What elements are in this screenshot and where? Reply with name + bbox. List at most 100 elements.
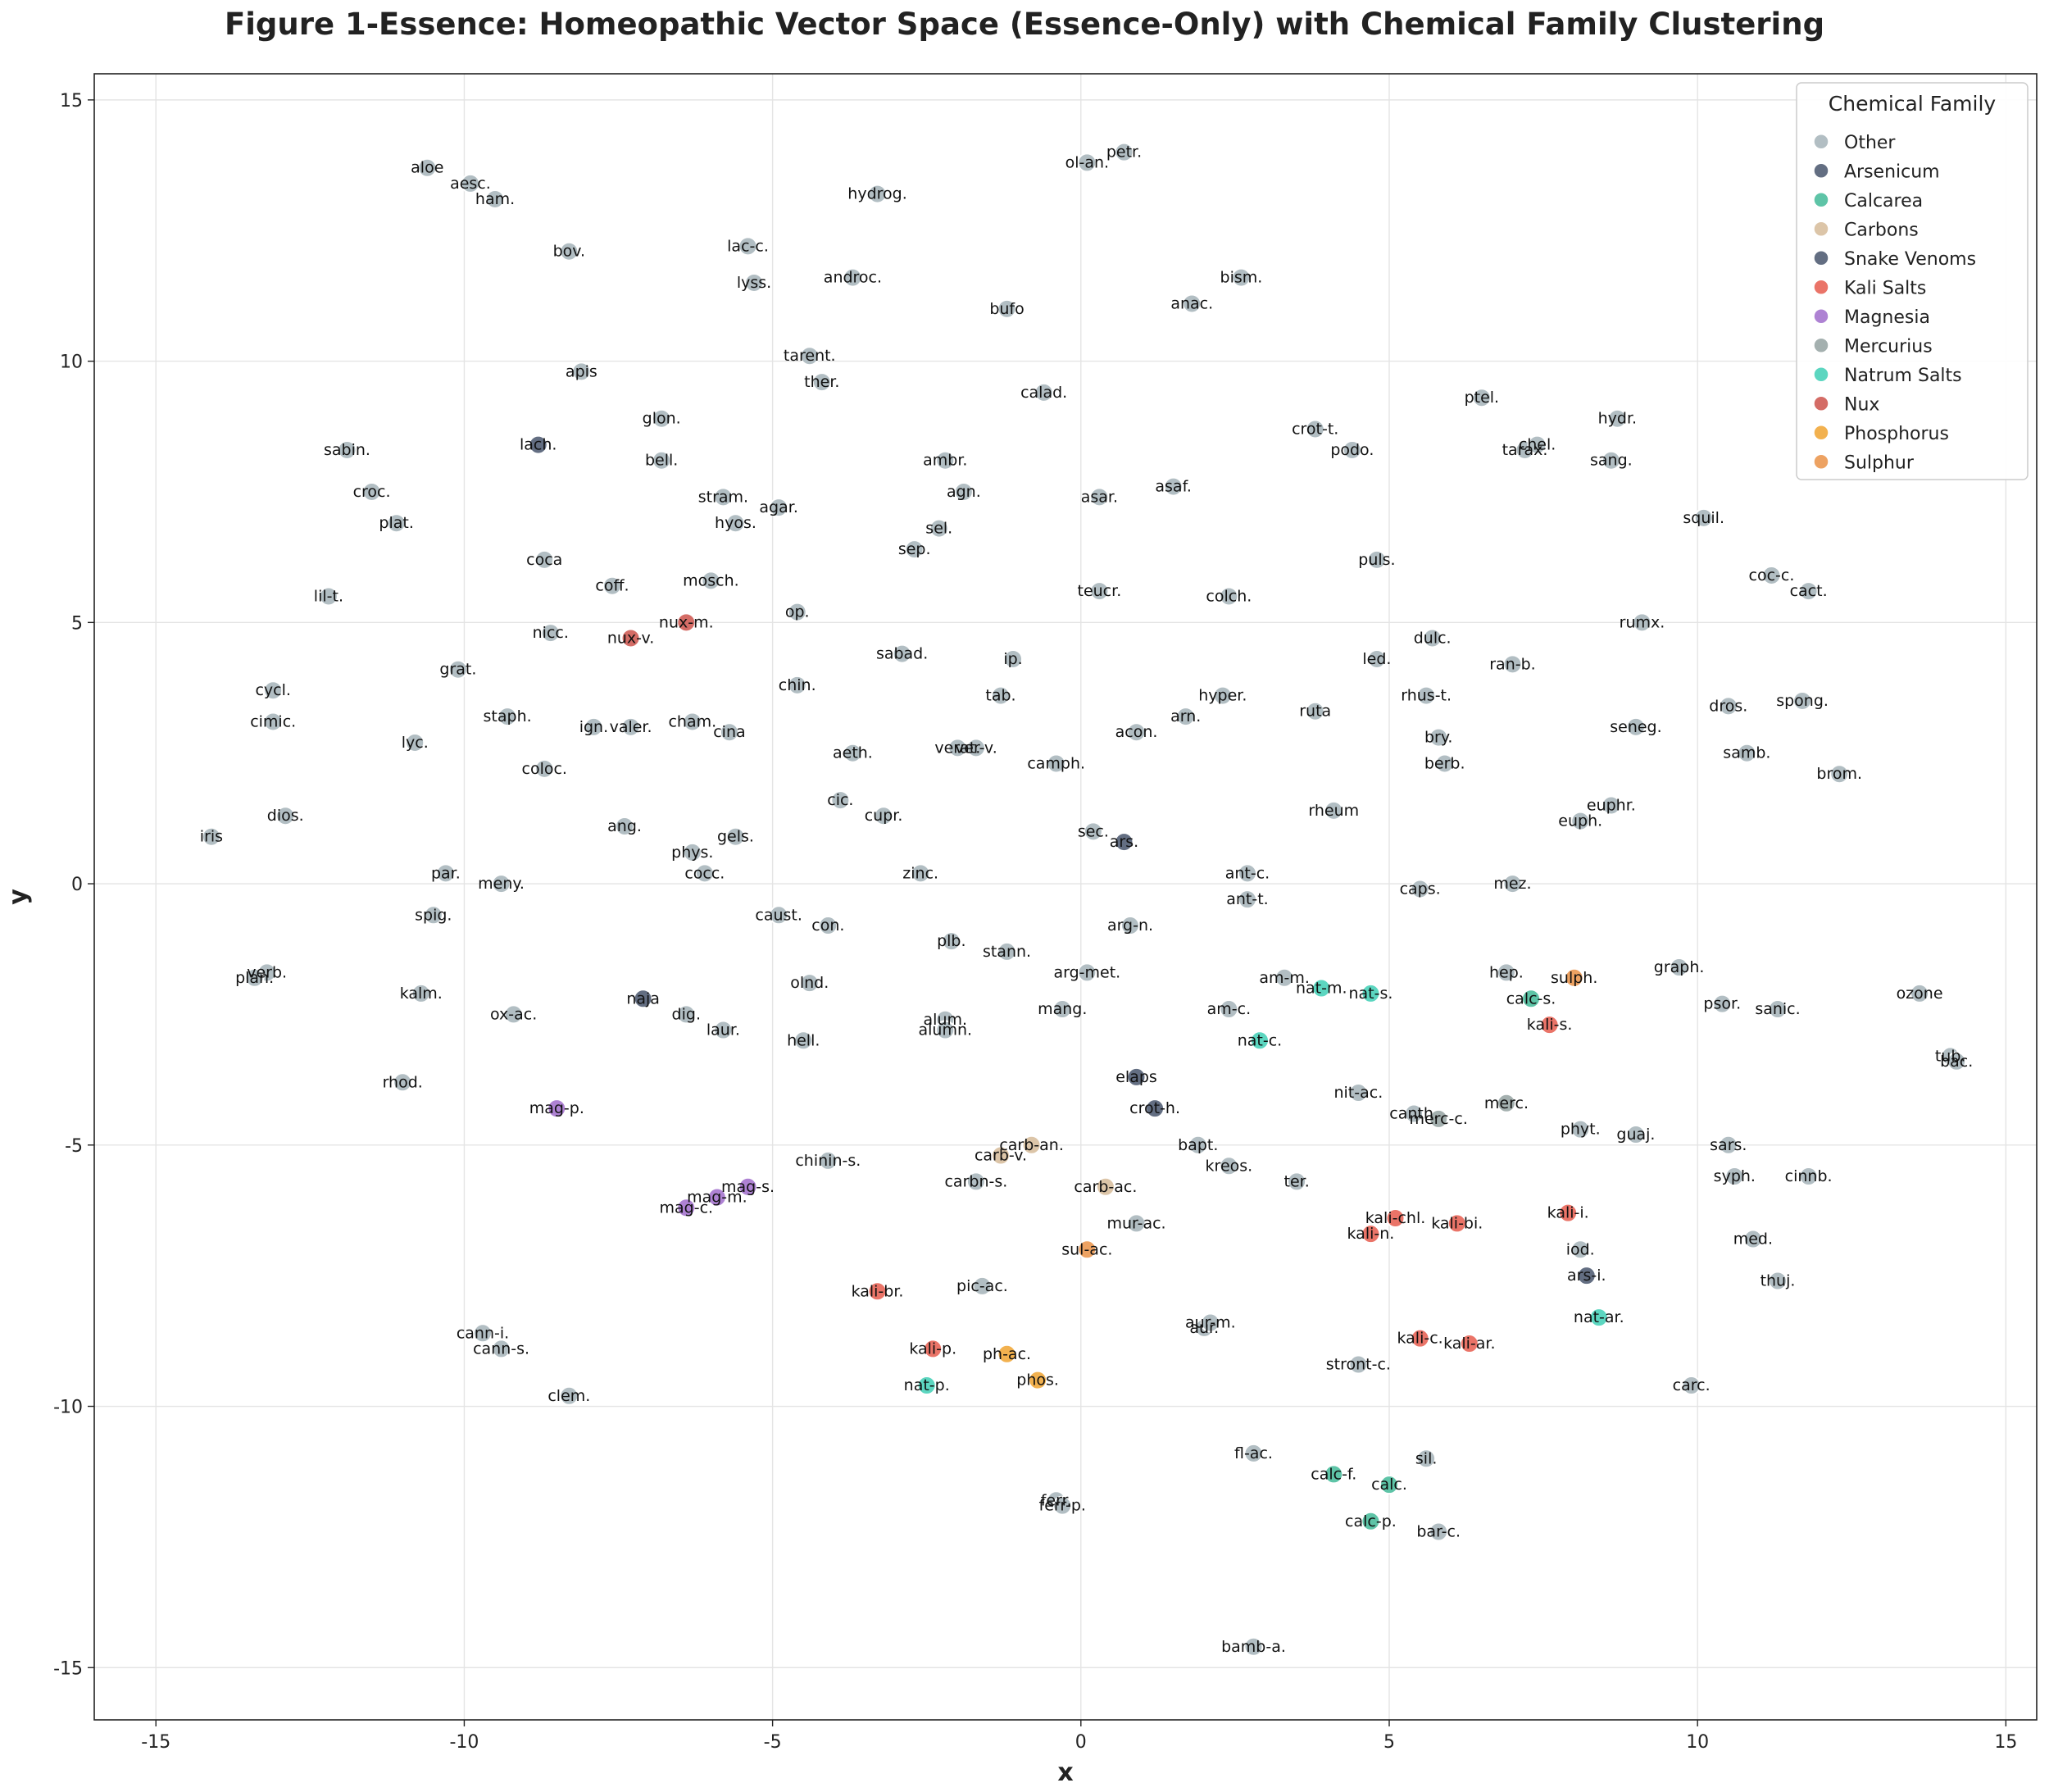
y-tick-label: 15	[60, 91, 83, 111]
point-label: camph.	[1027, 754, 1085, 772]
data-point	[1471, 388, 1492, 408]
data-point	[423, 905, 443, 926]
data-point	[405, 732, 425, 753]
point-label: alum.	[924, 1011, 968, 1029]
data-point	[911, 863, 931, 884]
plot-frame	[93, 73, 2038, 1721]
data-point	[1539, 1015, 1560, 1035]
data-point	[1632, 612, 1652, 633]
data-point	[1570, 1239, 1591, 1260]
data-point	[935, 1020, 956, 1040]
data-point	[744, 272, 765, 293]
point-label: asaf.	[1155, 478, 1192, 496]
data-point	[1724, 1167, 1745, 1187]
data-point	[1287, 1171, 1307, 1192]
legend-entry-label: Other	[1844, 133, 1896, 153]
data-point	[1768, 1271, 1788, 1291]
data-point	[652, 408, 672, 429]
point-label: carc.	[1673, 1376, 1711, 1394]
data-point	[386, 513, 407, 534]
grid	[94, 74, 2037, 1720]
point-label: valer.	[610, 718, 652, 736]
point-label: tab.	[985, 687, 1015, 705]
legend-marker	[1813, 221, 1829, 237]
point-label: lach.	[520, 436, 557, 454]
data-point	[682, 712, 702, 732]
data-point	[713, 487, 734, 507]
point-label: cimic.	[250, 712, 296, 730]
legend-marker	[1813, 453, 1829, 470]
point-label: brom.	[1816, 765, 1862, 783]
legend-entry-label: Kali Salts	[1844, 278, 1926, 298]
data-point	[620, 716, 641, 737]
point-label: coff.	[595, 577, 629, 595]
data-point	[1089, 581, 1110, 602]
point-label: ter.	[1284, 1172, 1310, 1190]
point-label: cinnb.	[1785, 1167, 1833, 1185]
data-point	[997, 941, 1017, 962]
data-point	[953, 481, 974, 502]
data-point	[275, 806, 296, 826]
data-point	[818, 916, 838, 936]
x-tick-label: -5	[764, 1732, 782, 1753]
point-label: ferr.	[1041, 1491, 1072, 1509]
point-label: kali-p.	[909, 1339, 956, 1358]
point-label: staph.	[484, 707, 532, 725]
point-label: grat.	[439, 661, 476, 679]
legend-marker	[1813, 308, 1829, 325]
data-point	[929, 518, 949, 539]
data-point	[1829, 764, 1850, 785]
data-point	[1681, 1376, 1701, 1396]
data-point	[1028, 1370, 1048, 1390]
data-point	[1361, 1511, 1381, 1531]
point-label: nicc.	[533, 624, 569, 642]
data-point	[1243, 1636, 1264, 1657]
data-point	[1237, 889, 1257, 910]
data-point	[935, 450, 956, 471]
x-tick-label: 0	[1075, 1732, 1087, 1753]
point-label: hydr.	[1598, 410, 1637, 428]
legend-marker	[1813, 192, 1829, 208]
legend-marker	[1813, 250, 1829, 266]
data-point	[1361, 983, 1381, 1003]
point-label: meny.	[478, 875, 525, 893]
point-label: led.	[1362, 650, 1391, 668]
data-point	[1324, 1464, 1344, 1485]
data-point	[491, 1339, 511, 1359]
data-point	[540, 623, 561, 644]
data-point	[867, 184, 888, 204]
data-point	[497, 707, 518, 727]
point-label: cact.	[1790, 582, 1828, 600]
point-label: gels.	[717, 828, 754, 846]
point-label: kali-chl.	[1365, 1209, 1426, 1227]
data-point	[1429, 1108, 1449, 1129]
data-point	[1361, 1224, 1381, 1244]
point-label: clem.	[547, 1387, 590, 1405]
data-point	[787, 675, 807, 695]
data-point	[769, 905, 789, 926]
point-label: androc.	[824, 269, 882, 287]
point-label: thuj.	[1761, 1272, 1796, 1290]
point-label: pic-ac.	[956, 1277, 1008, 1295]
point-label: dios.	[267, 807, 304, 825]
point-label: zinc.	[902, 864, 938, 882]
x-tick-label: 5	[1383, 1732, 1395, 1753]
point-label: phos.	[1016, 1371, 1059, 1389]
point-label: ars-i.	[1567, 1267, 1606, 1285]
legend-box	[1796, 82, 2029, 480]
point-label: op.	[785, 603, 810, 621]
chart-title: Figure 1-Essence: Homeopathic Vector Spa…	[224, 7, 1825, 42]
point-label: sec.	[1078, 822, 1109, 840]
data-point	[620, 628, 641, 648]
data-point	[1601, 795, 1621, 816]
data-point	[1564, 967, 1584, 988]
point-label: bov.	[553, 243, 586, 261]
point-label: calc.	[1371, 1476, 1407, 1494]
data-point	[799, 973, 820, 994]
point-label: calc-p.	[1345, 1512, 1397, 1530]
point-label: euph.	[1558, 812, 1602, 830]
data-point	[1429, 727, 1449, 748]
data-point	[874, 806, 894, 826]
data-point	[1410, 879, 1430, 899]
point-label: carb-ac.	[1074, 1178, 1137, 1196]
